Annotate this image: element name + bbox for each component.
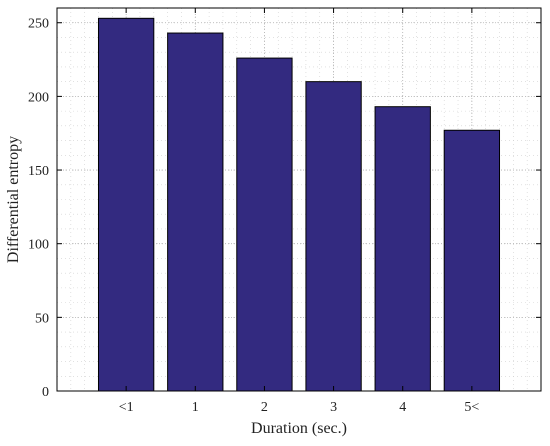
- bar-0: [97, 17, 155, 392]
- x-tick-label: 3: [330, 400, 337, 415]
- x-tick-label: 4: [399, 400, 406, 415]
- bar-5: [443, 129, 501, 392]
- bar-1: [167, 32, 224, 392]
- x-tick-label: <1: [119, 400, 134, 415]
- x-tick-label: 2: [261, 400, 268, 415]
- bars: [97, 17, 501, 392]
- y-tick-label: 200: [28, 90, 49, 105]
- bar-2: [236, 57, 293, 392]
- y-tick-label: 100: [28, 238, 49, 253]
- y-tick-label: 50: [35, 311, 49, 326]
- y-tick-label: 150: [28, 164, 49, 179]
- y-tick-label: 0: [42, 385, 49, 400]
- plot-frame: [56, 7, 542, 392]
- bar-4: [374, 106, 431, 392]
- y-axis-label: Differential entropy: [5, 136, 22, 263]
- x-axis-ticks: <1 1 2 3 4 5<: [119, 8, 479, 415]
- x-tick-label: 1: [192, 400, 199, 415]
- x-axis-label: Duration (sec.): [251, 420, 347, 437]
- y-axis-ticks: 0 50 100 150 200 250: [28, 17, 541, 400]
- y-tick-label: 250: [28, 17, 49, 32]
- bar-3: [305, 81, 362, 392]
- x-tick-label: 5<: [464, 400, 479, 415]
